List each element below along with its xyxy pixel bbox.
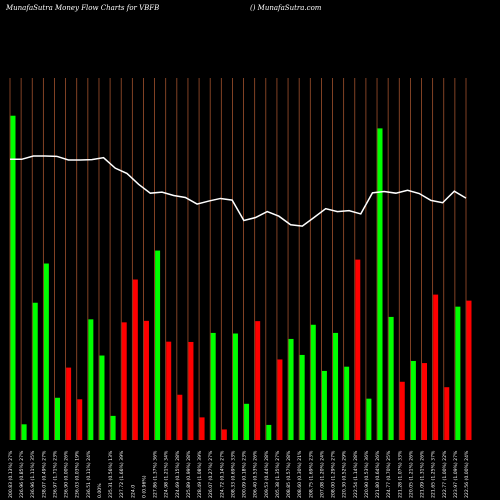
money-flow-bar <box>43 263 49 440</box>
money-flow-bar <box>143 320 149 440</box>
x-tick-label: 224.72 (0.14%) 27% <box>219 450 225 498</box>
x-tick-label: 226.96 (0.85%) 27% <box>19 450 25 498</box>
x-tick-label: 208.60 (0.30%) 21% <box>297 450 303 498</box>
x-tick-label: 236.51 (0.11%) 24% <box>86 450 92 498</box>
money-flow-bar <box>177 394 183 440</box>
money-flow-bar <box>110 415 116 440</box>
x-tick-label: 200.83 (0.13%) 27% <box>8 450 14 498</box>
x-tick-label: 236.90 (0.00%) 26% <box>64 450 70 498</box>
x-tick-label: 224.69 (0.15%) 28% <box>175 450 181 498</box>
money-flow-bar <box>333 332 339 440</box>
x-tick-label: 205.38 (1.35%) 27% <box>275 450 281 498</box>
money-flow-bar <box>21 424 27 440</box>
x-tick-label: 222.56 (0.00%) 24% <box>464 450 470 498</box>
money-flow-bar <box>410 360 416 440</box>
x-tick-label: 224.0 <box>130 485 136 498</box>
money-flow-bar <box>355 259 361 440</box>
x-tick-label: 227.86 (1.37%) 36% <box>153 450 159 498</box>
money-flow-bar <box>444 387 450 440</box>
chart-header-left: MunafaSutra Money Flow Charts for VBFB <box>6 4 160 12</box>
money-flow-bar <box>121 322 127 440</box>
money-flow-bar <box>77 399 83 440</box>
money-flow-bar <box>199 417 205 441</box>
x-tick-label: 200.09 (0.18%) 23% <box>242 450 248 498</box>
x-tick-label: 226.07 (0.27%) 27% <box>208 450 214 498</box>
money-flow-bar <box>299 354 305 440</box>
money-flow-bar <box>399 381 405 440</box>
money-flow-bar <box>466 300 472 440</box>
x-tick-label: 228.49 (1.08%) 39% <box>197 450 203 498</box>
x-tick-label: 208.85 (0.57%) 28% <box>286 450 292 498</box>
money-flow-bar <box>221 429 227 440</box>
x-tick-label: 221.80 (0.64%) 26% <box>375 450 381 498</box>
money-flow-bar <box>433 294 439 440</box>
money-flow-bar <box>88 319 94 440</box>
x-tick-label: 227.72 (1.66%) 39% <box>119 450 125 498</box>
money-flow-bar <box>66 367 72 440</box>
x-tick-label: 221.65 (1.25%) 37% <box>431 450 437 498</box>
x-tick-label: 222.77 (1.00%) 22% <box>442 450 448 498</box>
money-flow-bar <box>377 128 383 440</box>
money-flow-bar <box>188 341 194 440</box>
x-axis-labels: 200.83 (0.13%) 27% 226.96 (0.85%) 27% 236.… <box>8 450 470 498</box>
money-flow-bar <box>266 424 272 440</box>
chart-header-right: () MunafaSutra.com <box>250 4 322 12</box>
x-tick-label: 238.07 (0.49%) 27% <box>41 450 47 498</box>
x-tick-label: 236.03 (0.03%) 19% <box>75 450 81 498</box>
money-flow-bar <box>32 302 38 440</box>
x-tick-label: 221.09 (1.31%) 26% <box>420 450 426 498</box>
money-flow-bar <box>422 363 428 440</box>
money-flow-bar <box>244 403 250 440</box>
money-flow-bar <box>54 397 60 440</box>
price-line <box>10 155 467 227</box>
money-flow-bars <box>10 115 472 441</box>
x-tick-label: 206.40 (0.53%) 26% <box>253 450 259 498</box>
x-tick-label: 208.00 (1.29%) 27% <box>331 450 337 498</box>
x-tick-label: 235.31 (0.56%) 13% <box>108 450 114 498</box>
x-tick-label: 220.30 (0.52%) 29% <box>342 450 348 498</box>
money-flow-bar <box>344 366 350 440</box>
vertical-gridlines <box>9 78 467 440</box>
money-flow-bar <box>366 398 372 440</box>
x-tick-label: 224.77 (0.70%) 25% <box>386 450 392 498</box>
money-flow-bar <box>288 338 294 440</box>
x-tick-label: 221.28 (1.07%) 33% <box>397 450 403 498</box>
x-tick-label: 208.75 (1.69%) 23% <box>308 450 314 498</box>
money-flow-bar <box>321 370 327 440</box>
x-tick-label: 220.90 (0.53%) 36% <box>364 450 370 498</box>
x-tick-label: 208.33 (0.69%) 33% <box>230 450 236 498</box>
x-tick-label: 209.53 (0.44%) 28% <box>264 450 270 498</box>
x-tick-label: 0 (0.96%) <box>141 475 147 498</box>
money-flow-bar <box>277 359 283 440</box>
money-flow-bar <box>155 250 161 440</box>
money-flow-bar <box>388 316 394 440</box>
money-flow-bar <box>99 355 105 440</box>
x-tick-label: 220.05 (1.21%) 26% <box>408 450 414 498</box>
x-tick-label: 0.00% <box>97 483 103 498</box>
money-flow-bar <box>10 115 16 441</box>
x-tick-label: 225.89 (0.99%) 28% <box>186 450 192 498</box>
x-tick-label: 222.54 (1.14%) 28% <box>353 450 359 498</box>
x-tick-label: 236.97 (1.71%) 23% <box>52 450 58 498</box>
money-flow-bar <box>455 306 461 440</box>
money-flow-bar <box>255 321 261 440</box>
money-flow-bar <box>166 341 172 440</box>
x-tick-label: 236.96 (1.11%) 35% <box>30 450 36 498</box>
x-tick-label: 207.08 (1.20%) 24% <box>319 450 325 498</box>
x-tick-label: 224.98 (1.21%) 34% <box>164 450 170 498</box>
money-flow-bar <box>310 324 316 440</box>
money-flow-bar <box>232 333 238 440</box>
money-flow-bar <box>132 279 138 440</box>
x-tick-label: 223.97 (1.09%) 27% <box>453 450 459 498</box>
money-flow-bar <box>210 332 216 440</box>
